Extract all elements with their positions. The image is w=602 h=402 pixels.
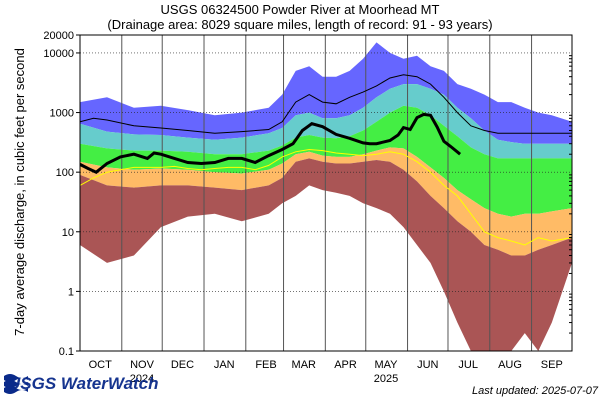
x-tick-label: OCT [89,359,113,371]
series-line-median [80,148,572,246]
x-tick-label: JUN [417,359,438,371]
y-tick-label: 1000 [50,108,74,120]
y-tick-label: 0.1 [59,346,74,358]
x-tick-label: NOV [130,359,155,371]
band-max-p90 [80,42,572,144]
x-tick-label: JUL [458,359,478,371]
series-line-mean [80,74,572,134]
y-tick-label: 10000 [43,48,74,60]
x-tick-label: MAR [292,359,317,371]
usgs-logo: USGS WaterWatch [4,374,159,394]
x-tick-label: APR [334,359,357,371]
usgs-logo-icon [4,374,28,394]
y-tick-label: 20000 [43,30,74,42]
y-tick-label: 100 [56,167,74,179]
y-axis-label: 7-day average discharge, in cubic feet p… [12,48,27,336]
y-tick-label: 1 [68,286,74,298]
series-lines [80,74,572,246]
y-tick-label: 10 [62,227,74,239]
x-year-label: 2025 [374,373,398,385]
band-p10-min [80,158,572,351]
x-tick-label: JAN [214,359,235,371]
x-tick-label: MAY [374,359,398,371]
band-p25-p10 [80,147,572,256]
plot-frame [79,34,573,352]
logo-text: USGS WaterWatch [8,374,159,393]
x-tick-label: AUG [498,359,522,371]
chart-title: USGS 06324500 Powder River at Moorhead M… [161,2,440,17]
y-axis-ticks: 20000 10000 1000 100 10 1 0.1 [43,30,572,358]
plot-area [80,42,572,351]
chart-subtitle: (Drainage area: 8029 square miles, lengt… [107,17,492,32]
x-tick-label: FEB [255,359,276,371]
x-year-label: 2024 [130,373,154,385]
x-tick-label: DEC [171,359,194,371]
x-axis-ticks: OCT NOV DEC JAN FEB MAR APR MAY JUN JUL AUG SEP 2024… [89,359,563,385]
series-line-current [80,112,462,174]
x-tick-label: SEP [541,359,563,371]
last-updated: Last updated: 2025-07-07 [472,385,599,397]
band-p75-p25 [80,105,572,217]
